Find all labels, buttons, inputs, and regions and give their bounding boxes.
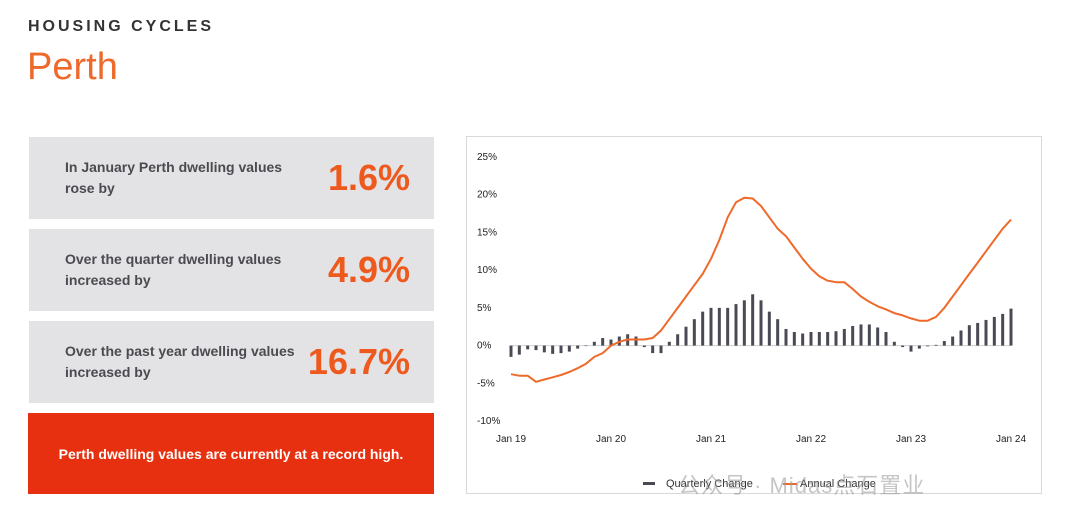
stat-card-monthly: In January Perth dwelling values rose by…	[29, 137, 434, 219]
quarterly-change-bar	[984, 319, 988, 346]
quarterly-change-bar	[551, 345, 555, 354]
annual-change-line	[510, 196, 1012, 383]
quarterly-change-bar	[992, 316, 996, 346]
quarterly-change-bar	[909, 345, 913, 352]
quarterly-change-bar	[926, 345, 930, 347]
stat-description: Over the past year dwelling values incre…	[65, 341, 305, 383]
y-tick-label: 10%	[477, 265, 497, 276]
legend-label-annual: Annual Change	[800, 478, 876, 490]
x-tick-label: Jan 23	[896, 434, 926, 445]
y-tick-label: -5%	[477, 378, 495, 389]
quarterly-change-bar	[917, 345, 921, 349]
y-tick-label: 0%	[477, 341, 492, 352]
quarterly-change-bar	[951, 336, 955, 346]
quarterly-change-bar	[576, 345, 580, 349]
stat-description: In January Perth dwelling values rose by	[65, 157, 305, 199]
quarterly-change-bar	[834, 331, 838, 346]
x-tick-label: Jan 24	[996, 434, 1026, 445]
quarterly-change-bar	[892, 341, 896, 346]
quarterly-change-bar	[734, 304, 738, 346]
quarterly-change-bar	[776, 319, 780, 346]
stat-desc-line: increased by	[65, 272, 151, 288]
quarterly-change-bar	[676, 334, 680, 346]
y-tick-label: 5%	[477, 303, 492, 314]
quarterly-change-bar	[534, 345, 538, 351]
quarterly-change-bar	[1001, 313, 1005, 346]
quarterly-change-bar	[817, 331, 821, 346]
quarterly-change-bar	[584, 345, 588, 347]
quarterly-change-bar	[767, 311, 771, 346]
legend-swatch-quarterly	[643, 482, 655, 485]
quarterly-change-bar	[934, 344, 938, 346]
quarterly-change-bar	[967, 325, 971, 346]
y-tick-label: 20%	[477, 190, 497, 201]
stat-card-quarterly: Over the quarter dwelling values increas…	[29, 229, 434, 311]
quarterly-change-bar	[942, 341, 946, 346]
quarterly-change-bar	[784, 328, 788, 346]
quarterly-change-bar	[826, 331, 830, 346]
stat-value: 4.9%	[327, 249, 410, 290]
quarterly-change-bar	[509, 345, 513, 357]
quarterly-change-bar	[884, 331, 888, 346]
x-tick-label: Jan 19	[496, 434, 526, 445]
quarterly-change-bar	[517, 345, 521, 355]
quarterly-change-bar	[709, 307, 713, 346]
quarterly-change-bar	[759, 300, 763, 346]
quarterly-change-bar	[634, 336, 638, 346]
y-tick-label: 25%	[477, 152, 497, 163]
quarterly-change-bar	[792, 331, 796, 346]
quarterly-change-bar	[859, 324, 863, 346]
quarterly-change-bar	[526, 345, 530, 350]
quarterly-change-bar	[959, 330, 963, 346]
stat-value: 1.6%	[327, 157, 410, 198]
quarterly-change-bar	[559, 345, 563, 354]
stat-desc-line: rose by	[65, 180, 115, 196]
y-tick-label: 15%	[477, 227, 497, 238]
quarterly-change-bar	[651, 345, 655, 354]
quarterly-change-bar	[726, 307, 730, 346]
quarterly-change-bar	[842, 328, 846, 346]
stat-value: 16.7%	[307, 341, 410, 382]
stat-desc-line: increased by	[65, 364, 151, 380]
quarterly-change-bar	[867, 324, 871, 346]
quarterly-change-bar	[976, 322, 980, 346]
x-tick-label: Jan 20	[596, 434, 626, 445]
quarterly-change-bar	[692, 319, 696, 346]
quarterly-change-bar	[659, 345, 663, 354]
quarterly-change-bar	[717, 307, 721, 346]
chart-panel: 25% 20% 15% 10% 5% 0% -5% -10% Jan 19 Jan 20 Jan 2…	[466, 136, 1042, 494]
x-tick-label: Jan 22	[796, 434, 826, 445]
quarterly-change-bar	[684, 326, 688, 346]
quarterly-change-bar	[701, 311, 705, 346]
stat-desc-line: In January Perth dwelling values	[65, 159, 283, 175]
quarterly-change-bar	[751, 294, 755, 346]
legend-label-quarterly: Quarterly Change	[666, 478, 753, 490]
quarterly-change-bar	[609, 339, 613, 346]
section-kicker: HOUSING CYCLES	[28, 18, 215, 35]
quarterly-change-bar	[901, 345, 905, 348]
quarterly-change-bar	[851, 325, 855, 346]
record-high-banner: Perth dwelling values are currently at a…	[28, 413, 434, 494]
housing-cycle-chart: 25% 20% 15% 10% 5% 0% -5% -10% Jan 19 Jan 20 Jan 2…	[477, 152, 1026, 490]
quarterly-change-bar	[1009, 308, 1013, 346]
quarterly-change-bar	[542, 345, 546, 353]
page-title: Perth	[27, 46, 118, 88]
quarterly-change-bar	[742, 300, 746, 346]
quarterly-change-bar	[667, 341, 671, 346]
quarterly-change-bar	[809, 331, 813, 346]
stat-card-annual: Over the past year dwelling values incre…	[29, 321, 434, 403]
quarterly-change-bar	[642, 345, 646, 348]
stat-desc-line: Over the past year dwelling values	[65, 343, 295, 359]
quarterly-change-bar	[601, 338, 605, 346]
quarterly-change-bar	[801, 333, 805, 346]
stat-desc-line: Over the quarter dwelling values	[65, 251, 282, 267]
x-tick-label: Jan 21	[696, 434, 726, 445]
quarterly-change-bar	[876, 327, 880, 346]
quarterly-change-bar	[567, 345, 571, 352]
y-tick-label: -10%	[477, 416, 500, 427]
quarterly-change-bar	[592, 341, 596, 346]
stat-description: Over the quarter dwelling values increas…	[65, 249, 305, 291]
